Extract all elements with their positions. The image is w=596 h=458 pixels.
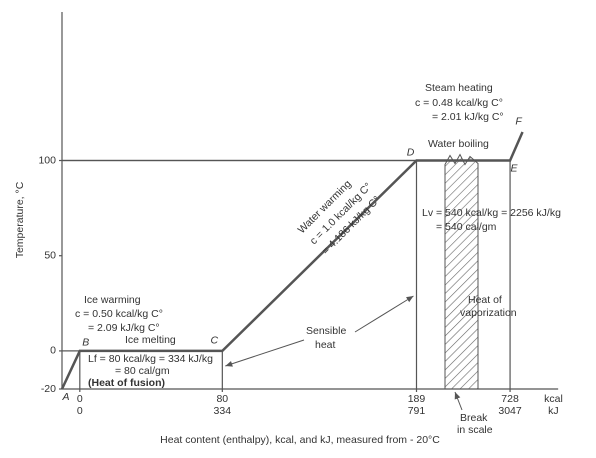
point-label: B: [82, 337, 89, 349]
x-unit: kcal: [544, 393, 563, 405]
annotation: c = 0.48 kcal/kg C°: [415, 97, 503, 109]
annotation: vaporization: [460, 307, 517, 319]
y-tick-label: 0: [50, 345, 56, 357]
x-tick-label: 189: [408, 393, 426, 405]
annotation: Lv = 540 kcal/kg = 2256 kJ/kg: [422, 207, 561, 219]
pointer-arrow: [354, 295, 414, 333]
pointer-arrow: [225, 339, 305, 367]
x2-tick-label: 791: [408, 405, 426, 417]
annotation: Break: [460, 412, 488, 424]
y-tick-label: -20: [41, 383, 56, 395]
x-tick-label: 728: [501, 393, 519, 405]
annotation: = 80 cal/gm: [115, 365, 170, 377]
x-axis-label: Heat content (enthalpy), kcal, and kJ, m…: [160, 434, 440, 446]
x2-tick-label: 3047: [498, 405, 522, 417]
annotation: Steam heating: [425, 82, 493, 94]
annotation: (Heat of fusion): [88, 377, 165, 389]
point-label: A: [61, 391, 69, 403]
annotation: Lf = 80 kcal/kg = 334 kJ/kg: [88, 353, 213, 365]
annotation: heat: [315, 339, 336, 351]
annotation: Water boiling: [428, 138, 489, 150]
annotation: in scale: [457, 424, 493, 436]
heating-curve: [60, 131, 524, 390]
x2-tick-label: 334: [214, 405, 232, 417]
x-tick-label: 80: [216, 393, 228, 405]
y-tick-label: 50: [44, 249, 56, 261]
y-axis-label: Temperature, °C: [14, 181, 26, 258]
annotation: Ice warming: [84, 294, 141, 306]
point-label: C: [211, 335, 219, 347]
point-label: E: [511, 162, 519, 174]
scale-break: [444, 153, 479, 390]
point-label: F: [515, 116, 522, 128]
annotation: = 2.01 kJ/kg C°: [432, 111, 504, 123]
point-label: D: [407, 146, 415, 158]
x2-unit: kJ: [548, 405, 559, 417]
x2-tick-label: 0: [77, 405, 83, 417]
x-tick-label: 0: [77, 393, 83, 405]
annotation: Sensible: [306, 325, 346, 337]
y-tick-label: 100: [38, 154, 56, 166]
pointer-arrow: [454, 391, 463, 411]
annotation: c = 0.50 kcal/kg C°: [75, 308, 163, 320]
annotation: = 540 cal/gm: [436, 221, 497, 233]
annotation: = 2.09 kJ/kg C°: [88, 322, 160, 334]
annotation: Ice melting: [125, 334, 176, 346]
annotation: Heat of: [468, 294, 502, 306]
